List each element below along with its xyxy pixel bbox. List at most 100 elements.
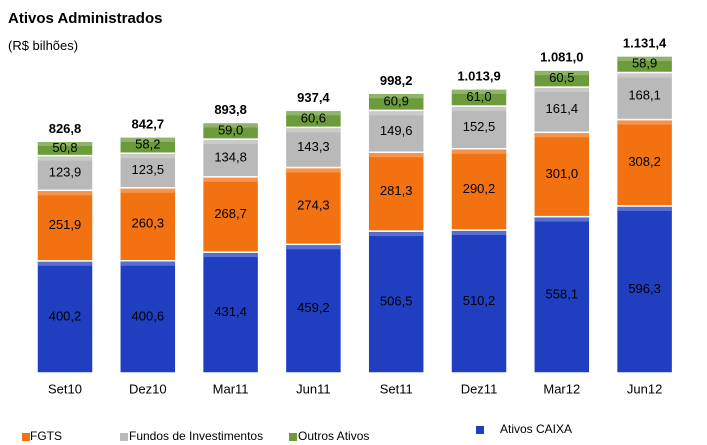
bar-segment	[367, 92, 425, 112]
bar-bevel	[369, 232, 424, 237]
bar-segment	[450, 88, 508, 107]
bar-bevel	[617, 73, 672, 78]
value-label: 50,8	[52, 140, 77, 155]
bar-bevel	[203, 123, 258, 128]
legend-swatch	[120, 433, 128, 441]
value-label: 290,2	[463, 181, 496, 196]
bar-segment	[284, 166, 343, 246]
bar-bevel	[203, 177, 258, 182]
bar-bevel	[369, 153, 424, 158]
legend-label: Ativos CAIXA	[500, 422, 572, 436]
value-label: 59,0	[218, 122, 243, 137]
bar-segment	[36, 140, 94, 157]
bar-bevel	[38, 142, 92, 146]
bar-segment	[533, 131, 591, 218]
value-label: 431,4	[214, 304, 247, 319]
bar-bevel	[38, 156, 92, 161]
bar-segment	[284, 126, 343, 169]
x-tick-label: Set10	[48, 381, 82, 396]
value-label: 61,0	[466, 89, 491, 104]
value-label: 143,3	[297, 139, 330, 154]
bar-bevel	[286, 168, 341, 173]
bar-bevel	[286, 111, 341, 116]
value-label: 134,8	[214, 149, 247, 164]
value-label: 281,3	[380, 183, 413, 198]
value-label: 506,5	[380, 293, 413, 308]
value-label: 268,7	[214, 206, 247, 221]
bar-bevel	[617, 120, 672, 125]
legend-swatch	[289, 433, 297, 441]
bar-bevel	[203, 253, 258, 258]
bar-segment	[615, 55, 674, 74]
bar-bevel	[120, 188, 175, 193]
bar-bevel	[120, 137, 175, 142]
bar-segment	[450, 105, 508, 150]
value-label: 58,9	[632, 56, 657, 71]
total-label: 893,8	[214, 102, 247, 117]
bar-segment	[533, 215, 591, 374]
bar-segment	[450, 148, 508, 231]
value-label: 260,3	[132, 216, 165, 231]
total-label: 998,2	[380, 73, 413, 88]
bar-bevel	[38, 191, 92, 196]
total-label: 1.081,0	[540, 50, 583, 65]
value-label: 400,6	[132, 308, 165, 323]
bar-segment	[367, 151, 425, 232]
value-label: 510,2	[463, 293, 496, 308]
bar-bevel	[452, 149, 506, 154]
total-label: 1.013,9	[457, 68, 500, 83]
bar-bevel	[534, 71, 589, 76]
bar-bevel	[286, 245, 341, 250]
bar-bevel	[286, 128, 341, 133]
bar-bevel	[534, 133, 589, 138]
x-tick-label: Set11	[380, 381, 413, 396]
legend-swatch	[22, 433, 30, 441]
bar-bevel	[38, 261, 92, 266]
value-label: 123,5	[132, 162, 165, 177]
bar-segment	[533, 69, 591, 88]
total-label: 842,7	[132, 116, 165, 131]
total-label: 826,8	[49, 121, 82, 136]
bar-bevel	[534, 88, 589, 93]
bar-segment	[450, 229, 508, 374]
bar-bevel	[203, 140, 258, 145]
value-label: 161,4	[546, 101, 579, 116]
bar-bevel	[617, 57, 672, 61]
bar-bevel	[120, 154, 175, 159]
x-tick-label: Dez11	[461, 381, 498, 396]
bar-segment	[367, 230, 425, 374]
value-label: 459,2	[297, 300, 330, 315]
x-tick-label: Jun11	[296, 381, 330, 396]
legend-label: Outros Ativos	[298, 429, 369, 443]
x-tick-label: Mar12	[543, 381, 580, 396]
x-tick-label: Dez10	[129, 381, 167, 396]
chart-title: Ativos Administrados	[8, 10, 162, 27]
value-label: 149,6	[380, 123, 413, 138]
value-label: 251,9	[49, 217, 82, 232]
bar-bevel	[534, 217, 589, 222]
chart-subtitle: (R$ bilhões)	[8, 38, 78, 53]
value-label: 152,5	[463, 119, 496, 134]
bar-bevel	[452, 89, 506, 94]
value-label: 123,9	[49, 164, 82, 179]
value-label: 308,2	[628, 154, 661, 169]
legend-label: Fundos de Investimentos	[129, 429, 263, 443]
bar-segment	[36, 260, 94, 374]
bar-bevel	[452, 231, 506, 236]
value-label: 558,1	[546, 286, 579, 301]
bar-bevel	[452, 107, 506, 112]
total-label: 937,4	[297, 90, 330, 105]
bar-segment	[533, 86, 591, 134]
value-label: 60,5	[549, 70, 574, 85]
value-label: 400,2	[49, 308, 82, 323]
legend-swatch	[476, 426, 484, 434]
total-label: 1.131,4	[623, 35, 667, 50]
bar-segment	[119, 136, 177, 154]
bar-segment	[615, 205, 674, 374]
bar-bevel	[120, 261, 175, 266]
bar-segment	[36, 189, 94, 262]
value-label: 168,1	[628, 87, 661, 102]
x-tick-label: Jun12	[627, 381, 662, 396]
bar-bevel	[369, 111, 424, 116]
bar-bevel	[617, 206, 672, 211]
